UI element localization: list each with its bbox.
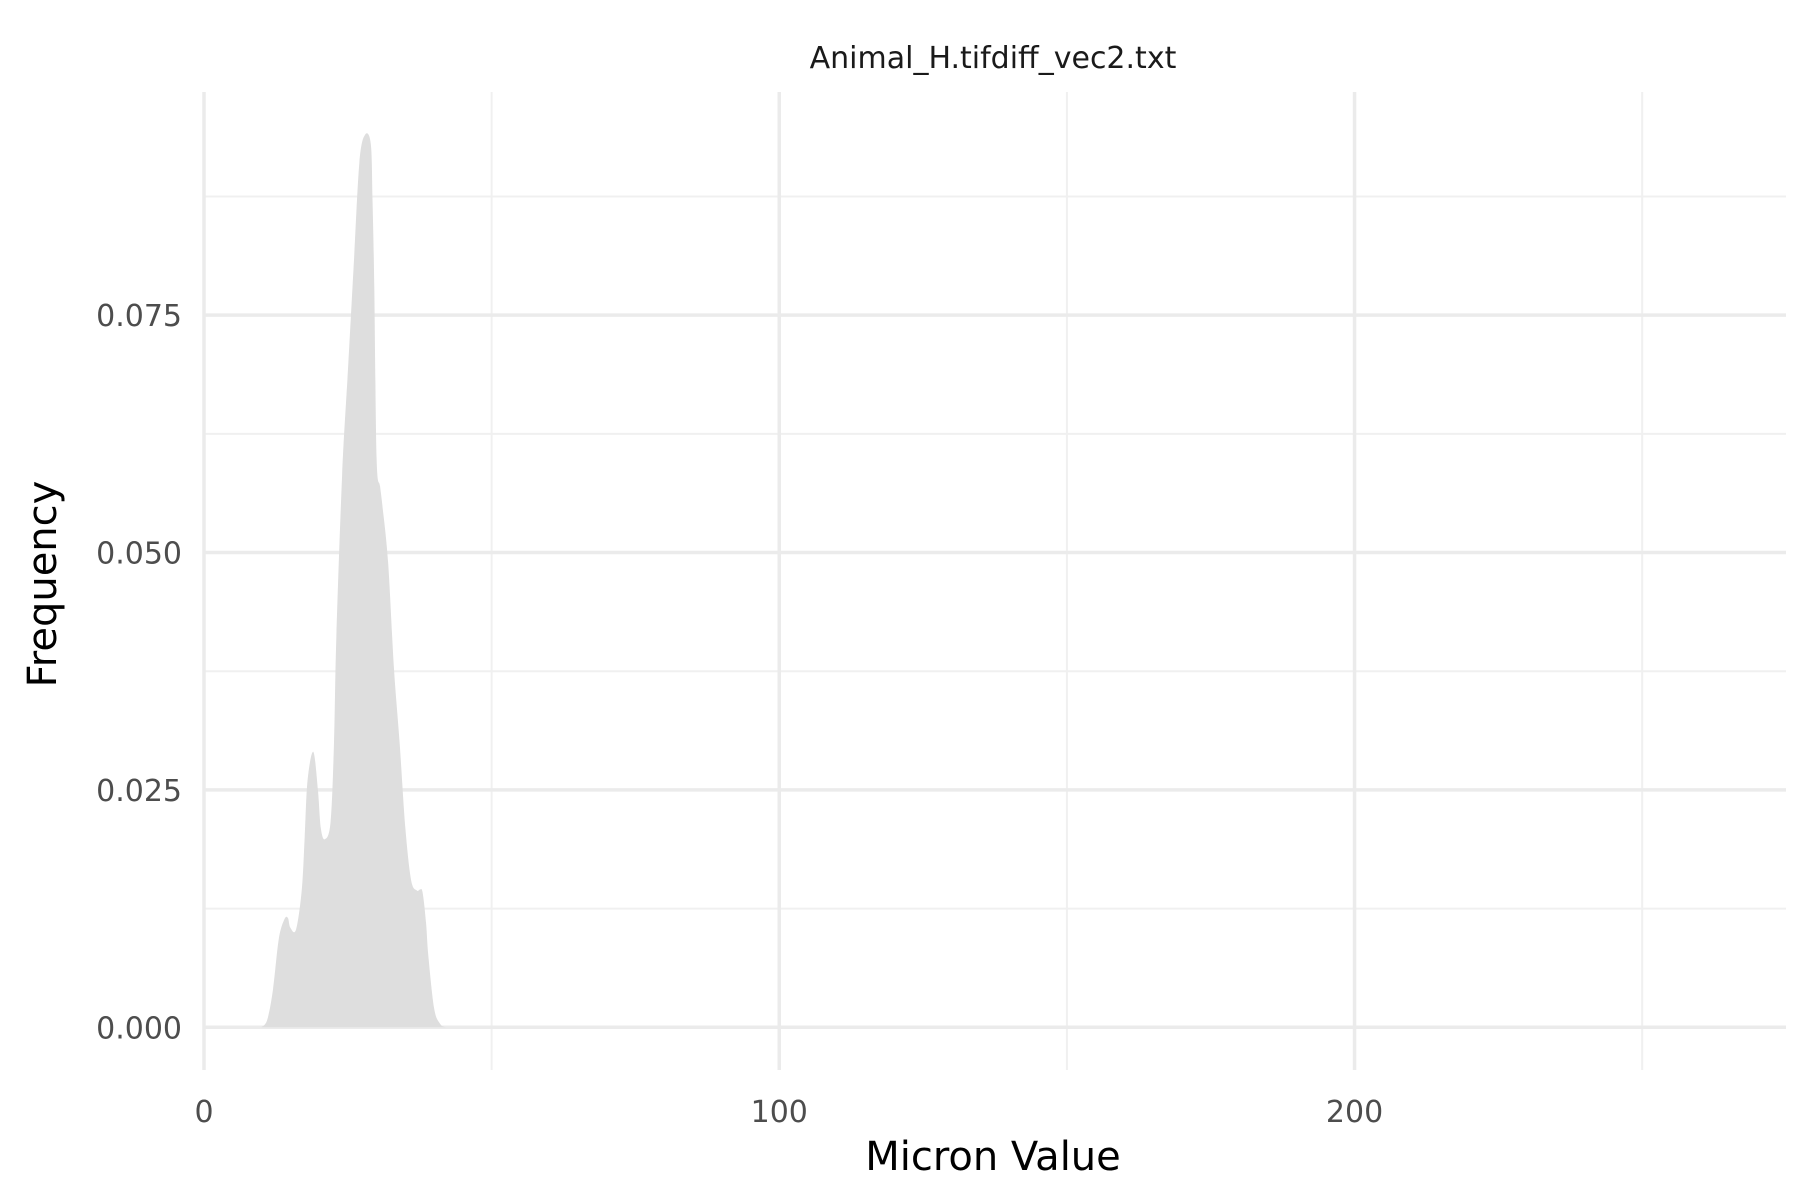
grid-lines bbox=[202, 92, 1786, 1070]
chart-title: Animal_H.tifdiff_vec2.txt bbox=[810, 41, 1177, 76]
y-tick-label: 0.075 bbox=[96, 299, 182, 334]
x-tick-labels: 0 100 200 bbox=[194, 1095, 1383, 1130]
density-area bbox=[261, 133, 452, 1028]
y-tick-labels: 0.000 0.025 0.050 0.075 bbox=[96, 299, 182, 1046]
y-axis-title: Frequency bbox=[20, 481, 66, 688]
x-tick-label: 0 bbox=[194, 1095, 213, 1130]
y-tick-label: 0.000 bbox=[96, 1011, 182, 1046]
x-axis-title: Micron Value bbox=[865, 1134, 1121, 1180]
x-tick-label: 100 bbox=[751, 1095, 808, 1130]
y-tick-label: 0.025 bbox=[96, 774, 182, 809]
x-tick-label: 200 bbox=[1326, 1095, 1383, 1130]
y-tick-label: 0.050 bbox=[96, 537, 182, 572]
